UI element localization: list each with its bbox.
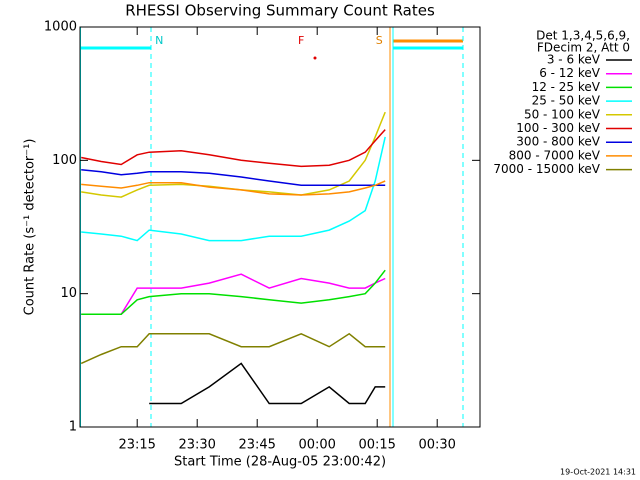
x-tick-label: 00:15 <box>358 438 395 453</box>
y-tick-label: 10 <box>60 286 77 301</box>
series-line <box>80 332 386 365</box>
x-tick-label: 00:00 <box>298 438 335 453</box>
legend-label: 3 - 6 keV <box>547 53 601 67</box>
legend-label: 800 - 7000 keV <box>509 148 601 162</box>
x-tick-label: 00:30 <box>418 438 455 453</box>
annotation: N <box>155 34 163 47</box>
legend-label: 25 - 50 keV <box>532 94 601 108</box>
x-tick-label: 23:30 <box>178 438 215 453</box>
y-tick-label: 100 <box>52 153 77 168</box>
legend-label: 300 - 800 keV <box>516 135 600 149</box>
x-axis-label: Start Time (28-Aug-05 23:00:42) <box>174 455 386 470</box>
legend-header: FDecim 2, Att 0 <box>537 41 630 55</box>
annotation: S <box>376 34 383 47</box>
series-line <box>81 136 386 242</box>
legend-label: 7000 - 15000 keV <box>493 162 600 176</box>
series-line <box>149 362 386 405</box>
annotation: F <box>298 34 304 47</box>
x-tick-label: 23:45 <box>238 438 275 453</box>
series-line <box>81 269 386 316</box>
y-tick-label: 1000 <box>44 20 77 35</box>
legend-header: Det 1,3,4,5,6,9, <box>536 29 630 43</box>
plot-frame <box>79 26 481 428</box>
legend-label: 12 - 25 keV <box>532 80 601 94</box>
y-axis-label: Count Rate (s⁻¹ detector⁻¹) <box>23 139 38 316</box>
timestamp: 19-Oct-2021 14:31 <box>560 468 636 477</box>
flare-marker <box>313 56 317 60</box>
y-tick-label: 1 <box>69 420 77 435</box>
legend-label: 100 - 300 keV <box>516 121 600 135</box>
series-line <box>81 180 386 196</box>
x-tick-label: 23:15 <box>118 438 155 453</box>
series-line <box>81 111 386 198</box>
chart-title: RHESSI Observing Summary Count Rates <box>125 2 435 20</box>
legend-label: 50 - 100 keV <box>524 107 601 121</box>
series-line <box>81 168 386 187</box>
series-line <box>81 129 386 168</box>
legend-label: 6 - 12 keV <box>539 66 601 80</box>
series-line <box>81 273 386 316</box>
